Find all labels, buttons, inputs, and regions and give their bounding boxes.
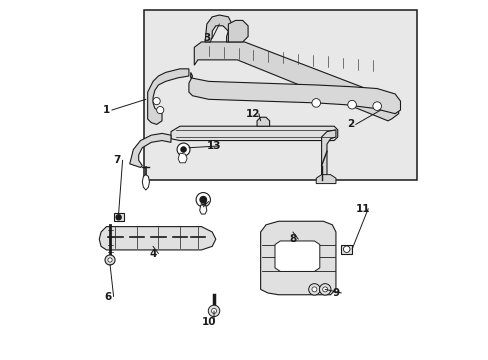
- Polygon shape: [257, 117, 269, 126]
- Text: 3: 3: [203, 33, 210, 43]
- Bar: [113, 213, 123, 221]
- Text: 7: 7: [113, 155, 121, 165]
- Text: 1: 1: [102, 105, 110, 115]
- Text: 9: 9: [332, 288, 339, 298]
- Text: 8: 8: [289, 234, 296, 244]
- Polygon shape: [188, 72, 400, 114]
- Text: 11: 11: [355, 204, 369, 214]
- Text: 4: 4: [149, 248, 157, 258]
- Polygon shape: [129, 134, 171, 167]
- Polygon shape: [199, 205, 206, 214]
- Text: 10: 10: [201, 317, 215, 327]
- Bar: [144, 10, 416, 180]
- Polygon shape: [178, 153, 187, 163]
- Circle shape: [153, 98, 160, 105]
- Circle shape: [319, 284, 330, 295]
- Polygon shape: [147, 69, 188, 125]
- Circle shape: [308, 284, 320, 295]
- Polygon shape: [142, 175, 149, 190]
- Circle shape: [211, 309, 216, 314]
- Polygon shape: [171, 126, 337, 140]
- Polygon shape: [321, 130, 335, 180]
- Circle shape: [196, 193, 210, 207]
- Circle shape: [180, 147, 186, 152]
- Circle shape: [200, 197, 206, 203]
- Text: 2: 2: [346, 120, 353, 129]
- Circle shape: [372, 102, 381, 111]
- Polygon shape: [99, 226, 215, 250]
- Circle shape: [347, 100, 356, 109]
- Bar: [341, 244, 351, 253]
- Circle shape: [156, 107, 163, 114]
- Polygon shape: [260, 221, 335, 295]
- Circle shape: [208, 305, 219, 317]
- Polygon shape: [274, 241, 319, 271]
- Circle shape: [343, 246, 349, 252]
- Circle shape: [116, 215, 121, 220]
- Polygon shape: [194, 42, 398, 121]
- Text: 13: 13: [206, 141, 221, 151]
- Polygon shape: [316, 175, 335, 184]
- Circle shape: [311, 99, 320, 107]
- Circle shape: [108, 258, 112, 262]
- Circle shape: [177, 143, 190, 156]
- Circle shape: [311, 287, 316, 292]
- Text: 12: 12: [246, 109, 260, 119]
- Circle shape: [322, 287, 327, 292]
- Polygon shape: [204, 15, 231, 42]
- Circle shape: [105, 255, 115, 265]
- Text: 5: 5: [199, 197, 206, 207]
- Text: 6: 6: [104, 292, 112, 302]
- Polygon shape: [228, 21, 247, 42]
